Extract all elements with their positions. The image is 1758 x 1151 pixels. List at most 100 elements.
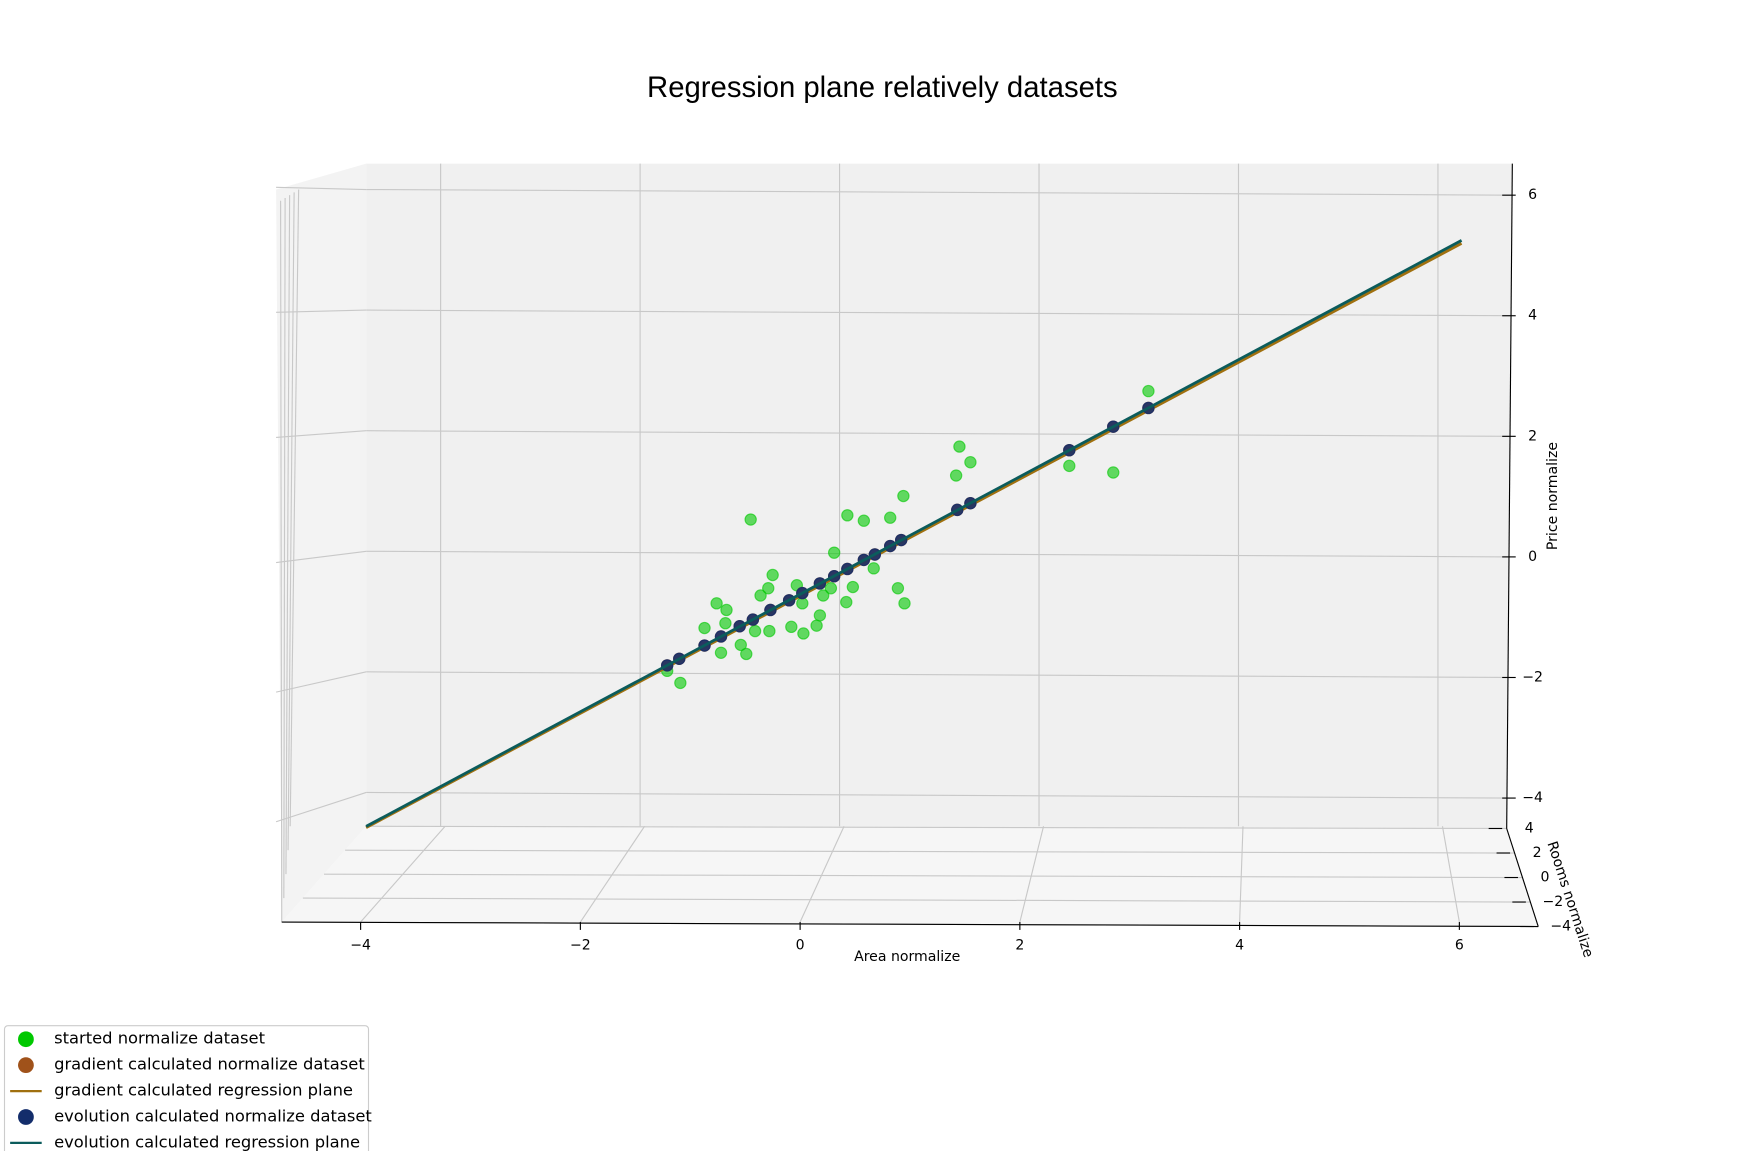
data-point — [841, 509, 854, 522]
y-tick-label: 6 — [1528, 187, 1537, 203]
y-tick-label: 0 — [1528, 549, 1537, 565]
y-grid-line — [276, 186, 367, 191]
data-point — [1142, 384, 1155, 398]
data-point — [846, 580, 860, 594]
left-pane — [276, 163, 367, 923]
legend-swatch — [18, 1109, 34, 1125]
x-grid-line — [799, 826, 845, 923]
z-grid-line — [287, 192, 295, 851]
y-grid-line — [366, 430, 1511, 437]
data-point — [949, 469, 963, 482]
data-point — [674, 676, 687, 690]
y-grid-line — [366, 550, 1511, 558]
data-point — [884, 511, 897, 524]
z-grid-line — [345, 849, 1515, 854]
legend-label: started normalize dataset — [54, 1029, 266, 1048]
z-tick-label: −4 — [1550, 919, 1571, 935]
data-point — [867, 562, 880, 575]
z-grid-line — [283, 197, 286, 899]
data-point — [891, 582, 905, 595]
y-tick-label: 2 — [1528, 428, 1537, 444]
y-grid-line — [366, 309, 1511, 317]
data-point — [857, 514, 871, 527]
data-point — [734, 638, 747, 652]
x-tick-label: 6 — [1455, 938, 1464, 954]
legend: started normalize dataset gradient calcul… — [3, 1025, 372, 1151]
data-point — [766, 568, 779, 582]
data-point — [762, 582, 775, 595]
y-tick-label: −2 — [1522, 669, 1543, 685]
data-point — [714, 646, 728, 659]
legend-label: gradient calculated normalize dataset — [54, 1055, 365, 1074]
data-point — [813, 609, 827, 622]
data-point — [898, 597, 911, 610]
z-grid-line — [302, 897, 1531, 903]
y-tick-label: −4 — [1522, 790, 1543, 806]
y-axis-label: Price normalize — [1545, 442, 1561, 550]
y-grid-line — [366, 188, 1511, 196]
x-tick-label: −2 — [570, 938, 591, 954]
data-point — [744, 513, 757, 526]
z-tick-label: 2 — [1533, 845, 1542, 861]
y-axis-line — [1506, 163, 1513, 829]
data-point — [810, 619, 823, 632]
legend-swatch — [18, 1031, 34, 1048]
x-tick-label: 0 — [796, 938, 805, 954]
regression-line — [365, 239, 1463, 828]
data-point — [953, 440, 966, 453]
data-point — [827, 546, 841, 559]
data-point — [748, 624, 762, 638]
data-point — [1107, 466, 1120, 479]
legend-label: evolution calculated regression plane — [54, 1132, 360, 1151]
x-grid-line — [579, 825, 646, 923]
data-point — [824, 582, 838, 595]
z-tick-label: 0 — [1541, 870, 1550, 886]
axes — [281, 163, 1539, 930]
data-point — [763, 624, 776, 638]
y-grid-line — [275, 791, 367, 823]
back-pane — [366, 163, 1513, 829]
data-point — [796, 597, 809, 610]
z-tick-label: −2 — [1543, 894, 1564, 910]
z-grid-line — [323, 873, 1523, 879]
data-point — [740, 647, 753, 661]
marks — [365, 239, 1463, 829]
y-grid-line — [276, 309, 367, 313]
grid — [275, 163, 1539, 928]
data-point — [840, 595, 853, 609]
data-point — [698, 621, 711, 635]
data-point — [897, 489, 910, 503]
x-grid-line — [1239, 826, 1244, 923]
y-grid-line — [366, 791, 1511, 799]
x-grid-line — [1019, 826, 1045, 923]
chart-title: Regression plane relatively datasets — [647, 71, 1118, 104]
z-grid-line — [280, 200, 283, 923]
x-tick-label: 4 — [1235, 938, 1244, 954]
z-tick-label: 4 — [1525, 820, 1534, 836]
y-tick-label: 4 — [1528, 308, 1537, 324]
data-point — [754, 589, 767, 602]
data-point — [964, 456, 977, 469]
y-grid-line — [275, 671, 367, 693]
x-tick-label: 2 — [1015, 938, 1024, 954]
data-point — [720, 603, 733, 617]
y-grid-line — [366, 671, 1511, 679]
data-point — [785, 620, 798, 634]
legend-box — [3, 1025, 370, 1151]
data-point — [710, 597, 723, 610]
legend-label: evolution calculated normalize dataset — [54, 1106, 372, 1125]
z-grid-line — [366, 825, 1507, 830]
x-axis-label: Area normalize — [854, 949, 960, 965]
data-point — [816, 589, 830, 602]
x-grid-line — [1441, 826, 1460, 923]
data-point — [797, 627, 810, 640]
data-point — [719, 617, 732, 630]
z-grid-line — [289, 189, 300, 827]
z-grid-line — [285, 195, 291, 875]
z-axis-line — [1506, 828, 1539, 927]
legend-label: gradient calculated regression plane — [54, 1081, 353, 1100]
y-grid-line — [276, 430, 367, 439]
floor-pane — [281, 826, 1539, 927]
